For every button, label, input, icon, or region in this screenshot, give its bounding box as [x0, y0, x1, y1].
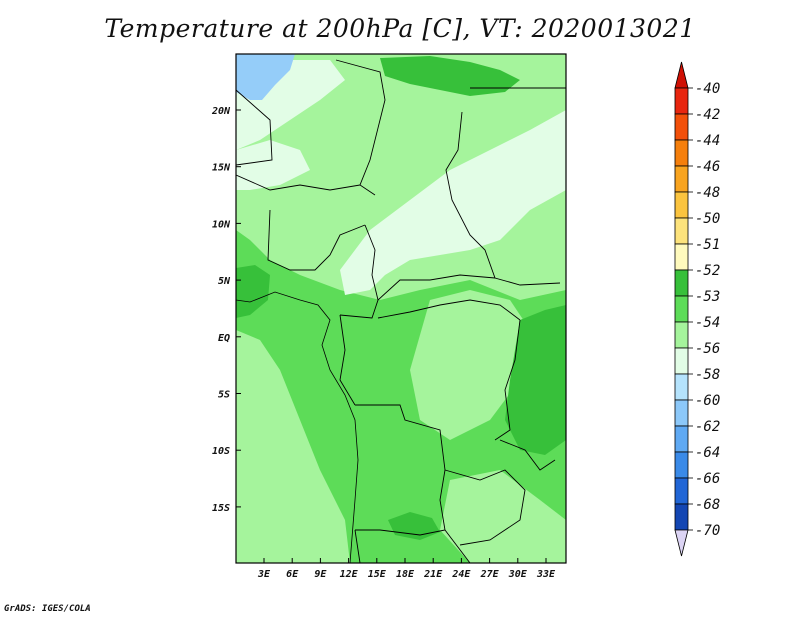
colorbar-label: -52: [695, 263, 720, 279]
colorbar-swatch: [674, 217, 689, 245]
colorbar-label: -53: [695, 289, 720, 305]
field-light-green-southwest: [236, 330, 350, 563]
border-cameroon: [339, 224, 379, 319]
colorbar-label: -44: [695, 133, 720, 149]
colorbar-swatch: [674, 503, 689, 531]
border-chad-sudan: [445, 111, 561, 286]
colorbar-swatch: [674, 113, 689, 141]
lat-label-eq: EQ: [218, 333, 230, 344]
colorbar-label: -40: [695, 81, 720, 97]
lon-label-9e: 9E: [314, 569, 327, 580]
grads-credit: GrADS: IGES/COLA: [4, 604, 91, 614]
field-dark-green-east: [505, 305, 566, 455]
colorbar-label: -64: [695, 445, 720, 461]
colorbar-swatch: [674, 477, 689, 505]
lon-label-6e: 6E: [286, 569, 299, 580]
colorbar-swatch: [674, 373, 689, 401]
border-drc-north: [377, 299, 521, 321]
colorbar-swatch: [674, 139, 689, 167]
colorbar-swatch: [674, 87, 689, 115]
colorbar-label: -66: [695, 471, 720, 487]
colorbar-label: -56: [695, 341, 720, 357]
border-zambia: [444, 469, 526, 546]
colorbar-swatch: [674, 269, 689, 297]
colorbar: -40 -42 -44 -46 -48 -50 -51 -52 -53 -54 -56 -58 -60 -…: [674, 61, 720, 557]
colorbar-label: -46: [695, 159, 720, 175]
field-light-green-southeast: [440, 470, 566, 563]
coastline: [235, 291, 359, 564]
lat-label-5n: 5N: [218, 276, 231, 287]
lon-label-15e: 15E: [368, 569, 387, 580]
colorbar-label: -62: [695, 419, 720, 435]
field-light-green-east: [410, 290, 530, 440]
field-dark-green-north: [380, 56, 520, 96]
lon-label-18e: 18E: [396, 569, 415, 580]
colorbar-label: -70: [695, 523, 720, 539]
lon-label-3e: 3E: [257, 569, 271, 580]
colorbar-swatch: [674, 399, 689, 427]
colorbar-swatch: [674, 321, 689, 349]
colorbar-label: -54: [695, 315, 720, 331]
border-lakes: [499, 439, 556, 471]
lon-label-30e: 30E: [508, 569, 528, 580]
border-namibia: [354, 529, 361, 563]
border-north-africa: [236, 89, 273, 166]
colorbar-label: -48: [695, 185, 720, 201]
lat-label-15n: 15N: [212, 163, 231, 174]
plot-frame: [235, 53, 567, 564]
lon-label-24e: 24E: [451, 569, 471, 580]
temperature-field: [236, 54, 566, 563]
colorbar-label: -51: [695, 237, 720, 253]
colorbar-swatch: [674, 451, 689, 479]
lat-label-10s: 10S: [212, 446, 230, 457]
lat-label-10n: 10N: [212, 219, 231, 230]
lat-label-5s: 5S: [218, 390, 230, 401]
colorbar-swatch: [674, 295, 689, 323]
lon-label-33e: 33E: [536, 569, 556, 580]
field-very-light-northwest: [236, 140, 310, 190]
colorbar-bottom-arrow: [674, 529, 689, 557]
border-niger-libya: [335, 59, 386, 196]
border-east-africa: [494, 319, 521, 441]
border-angola: [355, 404, 446, 536]
colorbar-swatch: [674, 425, 689, 453]
longitude-tick-labels: 3E 6E 9E 12E 15E 18E 21E 24E 27E 30E 33E: [257, 558, 556, 580]
colorbar-swatch: [674, 243, 689, 271]
lon-label-12e: 12E: [340, 569, 359, 580]
lat-label-15s: 15S: [212, 503, 230, 514]
chart-title: Temperature at 200hPa [C], VT: 202001302…: [104, 14, 696, 43]
colorbar-label: -50: [695, 211, 720, 227]
colorbar-top-arrow: [674, 61, 689, 89]
country-borders: [236, 59, 566, 563]
lat-label-20n: 20N: [211, 106, 231, 117]
border-drc-west: [339, 314, 356, 406]
field-dark-green-west: [236, 265, 270, 318]
colorbar-label: -60: [695, 393, 720, 409]
lon-label-27e: 27E: [480, 569, 500, 580]
field-light-blue-corner: [236, 54, 295, 100]
colorbar-label: -58: [695, 367, 720, 383]
colorbar-swatch: [674, 191, 689, 219]
colorbar-swatch: [674, 347, 689, 375]
colorbar-swatch: [674, 165, 689, 193]
border-west-sahel: [236, 174, 361, 191]
colorbar-label: -68: [695, 497, 720, 513]
colorbar-label: -42: [695, 107, 720, 123]
latitude-tick-labels: 20N 15N 10N 5N EQ 5S 10S 15S: [211, 106, 241, 514]
lon-label-21e: 21E: [423, 569, 443, 580]
border-botswana: [444, 529, 471, 563]
border-nigeria: [267, 209, 366, 271]
border-car: [377, 274, 496, 301]
